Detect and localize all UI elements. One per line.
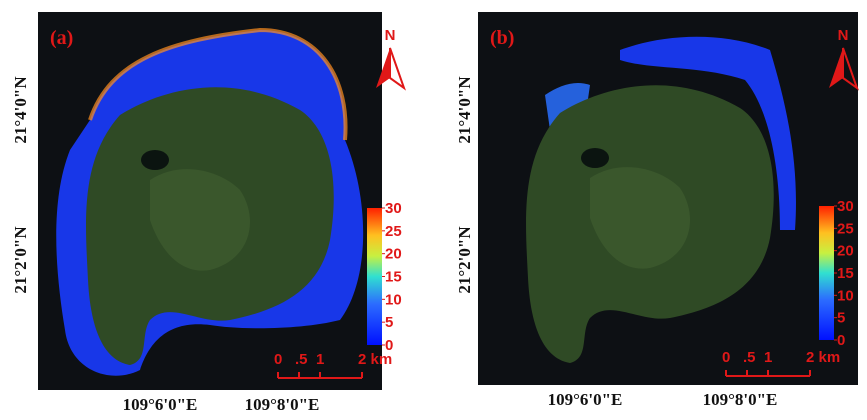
- longitude-label: 109°6'0"E: [548, 390, 623, 409]
- colorbar-label: 0: [837, 332, 845, 349]
- panel-label: (b): [490, 27, 514, 49]
- latitude-label: 21°4'0"N: [455, 76, 474, 144]
- colorbar-label: 20: [837, 243, 854, 260]
- latitude-label: 21°4'0"N: [11, 76, 30, 144]
- colorbar: [819, 206, 834, 340]
- longitude-label: 109°8'0"E: [245, 395, 320, 414]
- scale-label: .5: [743, 349, 756, 366]
- north-label: N: [838, 27, 849, 44]
- north-label: N: [385, 27, 396, 44]
- colorbar: [367, 208, 382, 345]
- colorbar-label: 5: [385, 314, 393, 331]
- colorbar-label: 10: [837, 287, 854, 304]
- colorbar-label: 30: [837, 198, 854, 215]
- figure: (a) N 21°4'0"N 21°2'0"N 109°6'0"E 109°8'0"E 0 5…: [0, 0, 867, 420]
- colorbar-label: 25: [837, 220, 854, 237]
- latitude-label: 21°2'0"N: [11, 226, 30, 294]
- colorbar-label: 5: [837, 310, 845, 327]
- colorbar-label: 15: [385, 269, 402, 286]
- scale-label: 0: [274, 351, 282, 368]
- scale-label: .5: [295, 351, 308, 368]
- longitude-label: 109°6'0"E: [123, 395, 198, 414]
- colorbar-label: 20: [385, 246, 402, 263]
- scale-label: 1: [764, 349, 772, 366]
- panel-label: (a): [50, 27, 73, 49]
- scale-label: 2 km: [806, 349, 840, 366]
- north-arrow: [390, 48, 404, 88]
- latitude-label: 21°2'0"N: [455, 226, 474, 294]
- colorbar-label: 15: [837, 265, 854, 282]
- colorbar-label: 30: [385, 200, 402, 217]
- scale-label: 2 km: [358, 351, 392, 368]
- colorbar-label: 25: [385, 223, 402, 240]
- scale-label: 0: [722, 349, 730, 366]
- longitude-label: 109°8'0"E: [703, 390, 778, 409]
- scale-label: 1: [316, 351, 324, 368]
- colorbar-label: 10: [385, 291, 402, 308]
